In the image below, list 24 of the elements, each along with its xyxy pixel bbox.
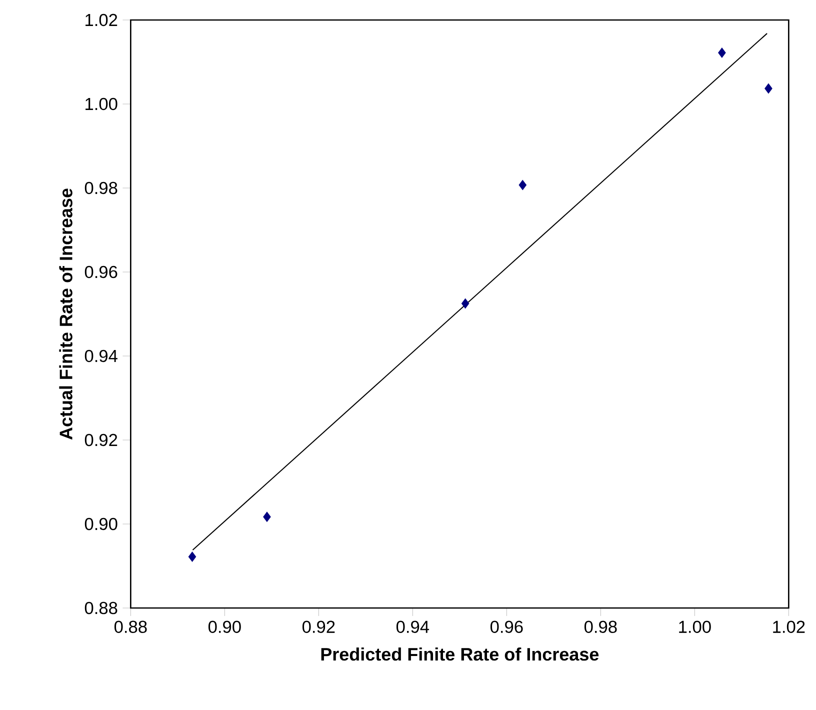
x-tick-label: 0.98 <box>584 620 617 633</box>
point <box>188 552 196 562</box>
y-tick-label: 0.98 <box>84 182 118 194</box>
y-tick-label: 0.96 <box>84 266 118 278</box>
y-tick-label: 0.90 <box>84 518 118 530</box>
y-axis-title: Actual Finite Rate of Increase <box>59 188 72 440</box>
x-tick-label: 0.92 <box>302 620 335 633</box>
y-tick-label: 1.00 <box>86 98 118 110</box>
x-tick-label: 0.94 <box>396 620 430 633</box>
x-axis-title: Predicted Finite Rate of Increase <box>321 647 599 661</box>
x-tick-label: 0.90 <box>208 620 241 633</box>
x-tick-label: 1.00 <box>679 620 711 633</box>
y-tick-label: 0.88 <box>84 602 118 614</box>
point <box>461 298 470 309</box>
x-tick-label: 0.88 <box>114 620 147 633</box>
x-tick-label: 0.96 <box>490 620 523 633</box>
point <box>518 180 527 190</box>
point <box>764 83 772 94</box>
point <box>718 48 726 58</box>
y-tick-label: 0.92 <box>84 434 118 446</box>
y-tick-label: 1.02 <box>86 14 118 26</box>
point <box>263 512 271 522</box>
y-tick-label: 0.94 <box>84 350 118 362</box>
x-tick-label: 1.02 <box>773 620 805 633</box>
